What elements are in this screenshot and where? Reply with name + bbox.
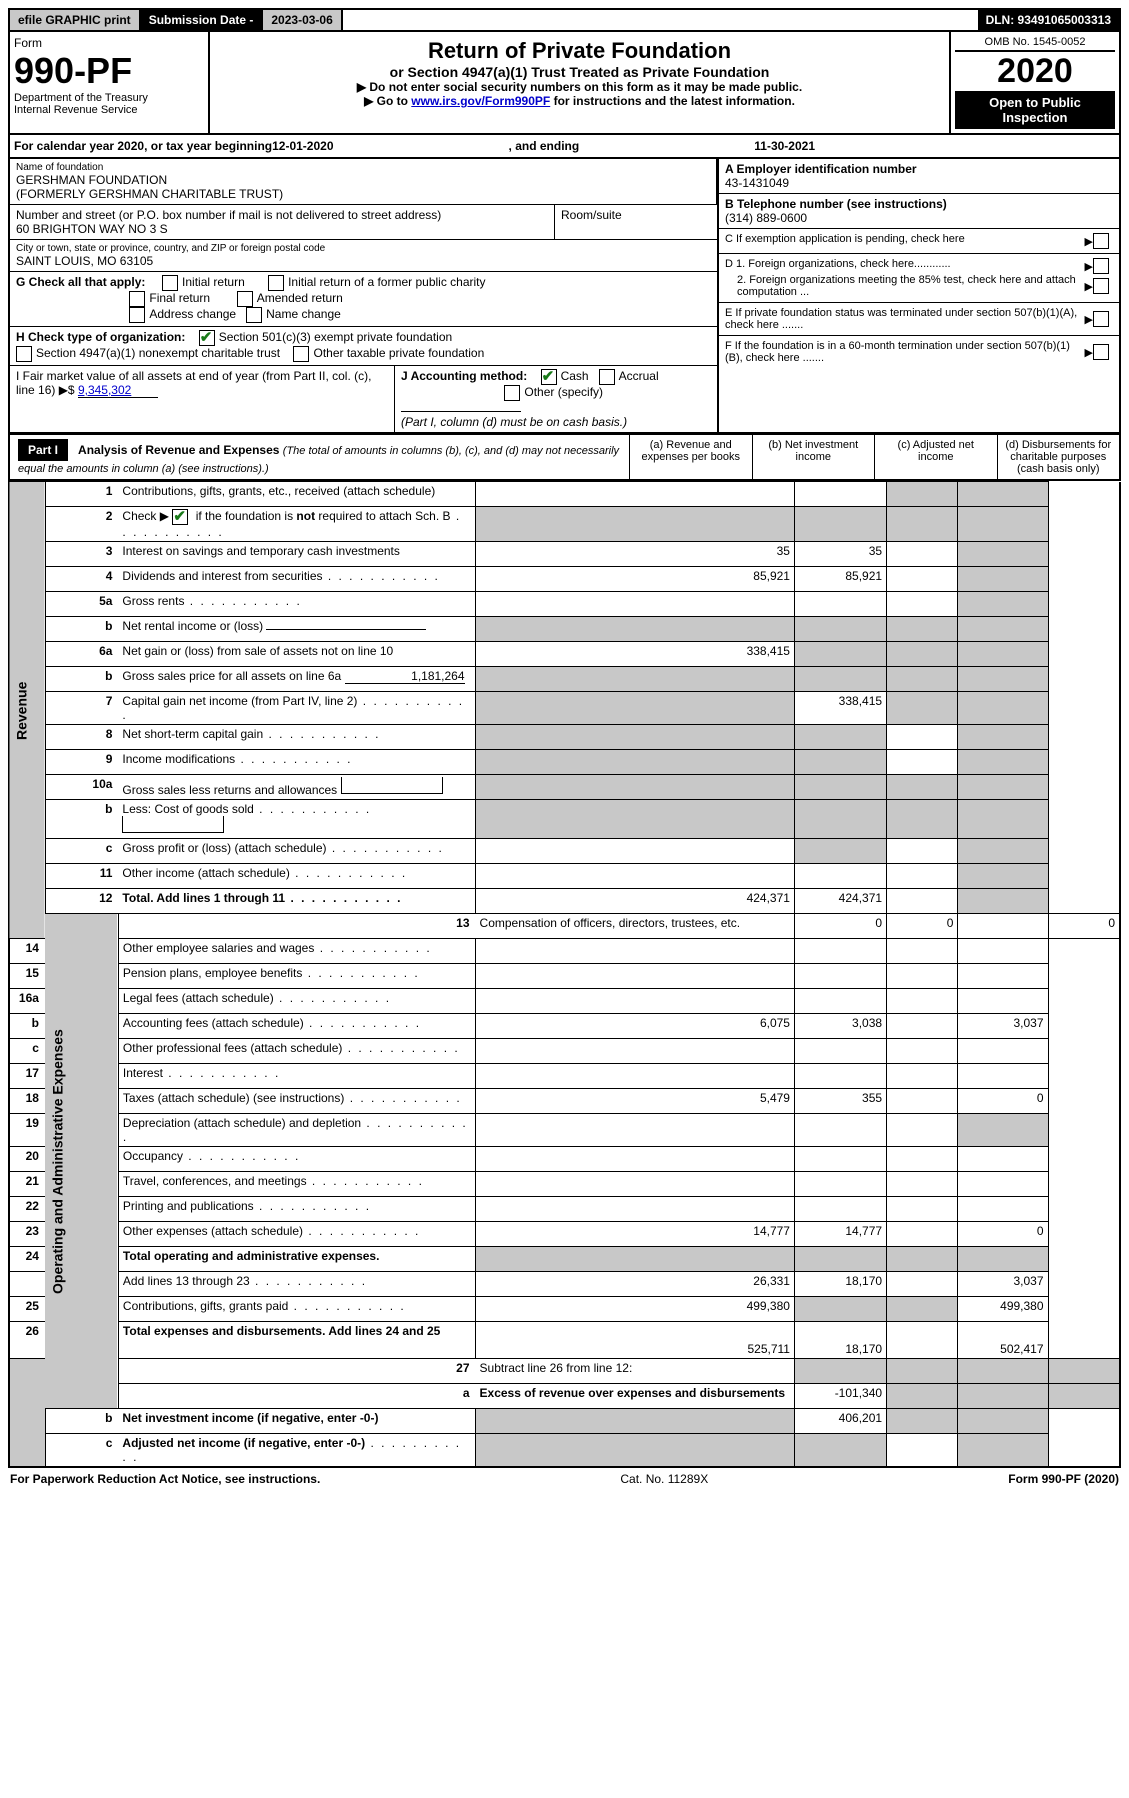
initial-former-checkbox[interactable] bbox=[268, 275, 284, 291]
tax-year: 2020 bbox=[955, 52, 1115, 91]
col-b-header: (b) Net investment income bbox=[753, 435, 876, 479]
form-notice-1: ▶ Do not enter social security numbers o… bbox=[216, 80, 943, 94]
foundation-name-1: GERSHMAN FOUNDATION bbox=[16, 173, 710, 187]
sec4947-checkbox[interactable] bbox=[16, 346, 32, 362]
f-checkbox[interactable] bbox=[1093, 344, 1109, 360]
sch-b-checkbox[interactable] bbox=[172, 509, 188, 525]
d2-label: 2. Foreign organizations meeting the 85%… bbox=[725, 274, 1085, 298]
form-title: Return of Private Foundation bbox=[216, 38, 943, 64]
form-notice-2: ▶ Go to www.irs.gov/Form990PF for instru… bbox=[216, 94, 943, 108]
section-g: G Check all that apply: Initial return I… bbox=[10, 272, 717, 327]
identification-section: Name of foundation GERSHMAN FOUNDATION (… bbox=[8, 159, 1121, 434]
room-label: Room/suite bbox=[561, 208, 711, 222]
city-state-zip: SAINT LOUIS, MO 63105 bbox=[16, 254, 711, 268]
form-label: Form bbox=[14, 36, 204, 50]
phone-value: (314) 889-0600 bbox=[725, 211, 807, 225]
other-method-checkbox[interactable] bbox=[504, 385, 520, 401]
c-label: C If exemption application is pending, c… bbox=[725, 233, 965, 249]
name-change-checkbox[interactable] bbox=[246, 307, 262, 323]
address-change-checkbox[interactable] bbox=[129, 307, 145, 323]
phone-label: B Telephone number (see instructions) bbox=[725, 197, 947, 211]
year-end: 11-30-2021 bbox=[754, 139, 815, 153]
sec501-checkbox[interactable] bbox=[199, 330, 215, 346]
section-i: I Fair market value of all assets at end… bbox=[10, 366, 395, 432]
form-subtitle: or Section 4947(a)(1) Trust Treated as P… bbox=[216, 64, 943, 80]
section-h: H Check type of organization: Section 50… bbox=[10, 327, 717, 366]
efile-label: efile GRAPHIC print bbox=[10, 10, 141, 30]
dln-label: DLN: 93491065003313 bbox=[978, 10, 1119, 30]
d2-checkbox[interactable] bbox=[1093, 278, 1109, 294]
final-return-checkbox[interactable] bbox=[129, 291, 145, 307]
e-label: E If private foundation status was termi… bbox=[725, 307, 1085, 331]
paperwork-notice: For Paperwork Reduction Act Notice, see … bbox=[10, 1472, 320, 1486]
cash-checkbox[interactable] bbox=[541, 369, 557, 385]
part1-badge: Part I bbox=[18, 439, 68, 461]
cat-number: Cat. No. 11289X bbox=[620, 1472, 708, 1486]
form-id-footer: Form 990-PF (2020) bbox=[1008, 1472, 1119, 1486]
revenue-side-label: Revenue bbox=[9, 482, 45, 939]
d1-label: D 1. Foreign organizations, check here..… bbox=[725, 258, 951, 274]
city-label: City or town, state or province, country… bbox=[16, 243, 711, 254]
form-header: Form 990-PF Department of the Treasury I… bbox=[8, 32, 1121, 135]
col-a-header: (a) Revenue and expenses per books bbox=[630, 435, 753, 479]
other-taxable-checkbox[interactable] bbox=[293, 346, 309, 362]
initial-return-checkbox[interactable] bbox=[162, 275, 178, 291]
foundation-name-2: (FORMERLY GERSHMAN CHARITABLE TRUST) bbox=[16, 187, 710, 201]
e-checkbox[interactable] bbox=[1093, 311, 1109, 327]
part1-title: Analysis of Revenue and Expenses bbox=[78, 443, 279, 457]
year-begin: 12-01-2020 bbox=[272, 139, 333, 153]
expenses-side-label: Operating and Administrative Expenses bbox=[45, 914, 118, 1409]
omb-number: OMB No. 1545-0052 bbox=[955, 36, 1115, 52]
dept-label: Department of the Treasury bbox=[14, 92, 204, 104]
part1-header: Part I Analysis of Revenue and Expenses … bbox=[8, 434, 1121, 481]
top-bar: efile GRAPHIC print Submission Date - 20… bbox=[8, 8, 1121, 32]
ein-value: 43-1431049 bbox=[725, 176, 789, 190]
c-checkbox[interactable] bbox=[1093, 233, 1109, 249]
ein-label: A Employer identification number bbox=[725, 162, 917, 176]
part1-table: Revenue 1Contributions, gifts, grants, e… bbox=[8, 481, 1121, 1468]
section-j: J Accounting method: Cash Accrual Other … bbox=[395, 366, 717, 432]
irs-label: Internal Revenue Service bbox=[14, 104, 204, 116]
calendar-year-row: For calendar year 2020, or tax year begi… bbox=[8, 135, 1121, 159]
street-address: 60 BRIGHTON WAY NO 3 S bbox=[16, 222, 548, 236]
open-to-public: Open to Public Inspection bbox=[955, 91, 1115, 129]
d1-checkbox[interactable] bbox=[1093, 258, 1109, 274]
name-label: Name of foundation bbox=[16, 162, 710, 173]
accrual-checkbox[interactable] bbox=[599, 369, 615, 385]
amended-return-checkbox[interactable] bbox=[237, 291, 253, 307]
submission-date: 2023-03-06 bbox=[263, 10, 342, 30]
irs-link[interactable]: www.irs.gov/Form990PF bbox=[411, 94, 550, 108]
fair-market-value[interactable]: 9,345,302 bbox=[78, 383, 158, 398]
submission-date-label: Submission Date - bbox=[141, 10, 264, 30]
form-number: 990-PF bbox=[14, 50, 204, 92]
page-footer: For Paperwork Reduction Act Notice, see … bbox=[8, 1468, 1121, 1490]
f-label: F If the foundation is in a 60-month ter… bbox=[725, 340, 1085, 364]
col-d-header: (d) Disbursements for charitable purpose… bbox=[998, 435, 1120, 479]
address-label: Number and street (or P.O. box number if… bbox=[16, 208, 548, 222]
line-6b-value: 1,181,264 bbox=[345, 669, 465, 684]
col-c-header: (c) Adjusted net income bbox=[875, 435, 998, 479]
